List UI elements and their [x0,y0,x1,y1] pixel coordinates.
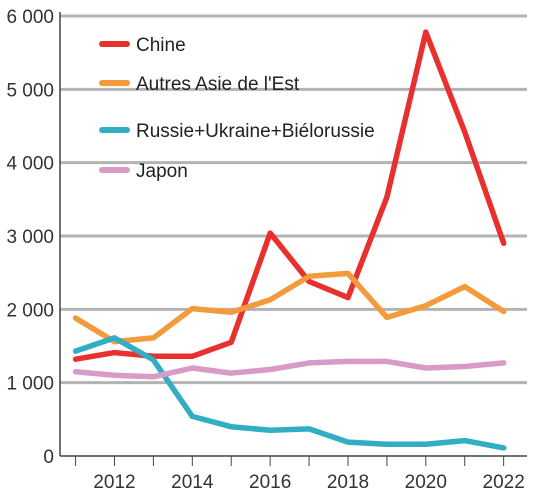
x-tick-label: 2014 [171,472,214,493]
x-tick-label: 2012 [93,472,135,493]
grid [60,14,527,385]
x-tick-label: 2016 [249,472,291,493]
legend-label-japon: Japon [136,161,188,182]
x-tick-label: 2022 [483,472,525,493]
y-tick-label: 6 000 [6,7,54,28]
y-tick-label: 5 000 [6,80,54,101]
legend: Chine Autres Asie de l'Est Russie+Ukraine+… [99,35,375,182]
x-tick-label: 2018 [327,472,369,493]
y-tick-label: 0 [43,447,54,468]
series-line-japon [72,358,507,380]
y-tick-label: 2 000 [6,300,54,321]
y-tick-label: 3 000 [6,227,54,248]
y-tick-label: 4 000 [6,154,54,175]
series-lines [72,29,507,451]
legend-label-russie-ukraine-bie-lorussie: Russie+Ukraine+Biélorussie [136,121,375,142]
legend-label-chine: Chine [136,35,186,56]
series-line-autres-asie-de-l-est [72,270,507,345]
series-line-russie-ukraine-bie-lorussie [72,335,507,451]
x-tick-label: 2020 [405,472,447,493]
axes: 0 1 000 2 000 3 000 4 000 5 000 6 000 2012 2014 2… [6,7,527,493]
legend-label-autres-asie-de-l-est: Autres Asie de l'Est [136,74,300,95]
y-tick-label: 1 000 [6,374,54,395]
